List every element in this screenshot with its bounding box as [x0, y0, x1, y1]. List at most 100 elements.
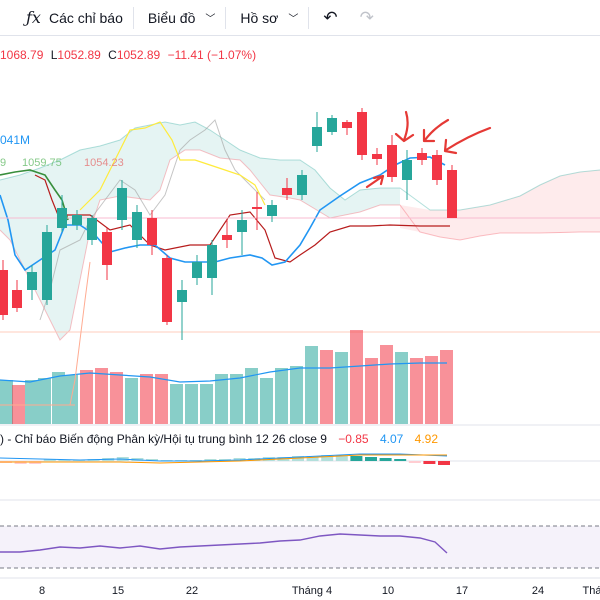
volume-bar — [95, 368, 108, 424]
candle-body — [312, 127, 322, 146]
macd-histogram-bar — [350, 456, 363, 461]
macd-value-2: 4.07 — [379, 432, 404, 446]
rsi-line — [0, 533, 448, 554]
macd-histogram-bar — [306, 456, 319, 461]
arrow-annotation — [443, 126, 492, 155]
candle-body — [117, 188, 127, 220]
toolbar-divider — [132, 6, 134, 29]
macd-histogram-bar — [321, 455, 334, 461]
macd-histogram-bar — [379, 458, 392, 461]
candle-body — [237, 220, 247, 232]
candle-body — [342, 122, 352, 128]
volume-bar — [230, 374, 243, 424]
chart-type-button[interactable]: Biểu đồ ﹀ — [134, 0, 225, 36]
macd-value-3: 4.92 — [414, 432, 438, 446]
ohlc-close: 1052.89 — [116, 48, 161, 62]
redo-icon: ↷ — [359, 7, 374, 27]
ohlc-close-key: C — [108, 48, 117, 62]
x-axis-tick-label: Tháng 4 — [292, 585, 332, 597]
arrow-annotation — [422, 118, 450, 143]
x-axis-ticks: 8 15 22 Tháng 4 10 17 24 Thá — [39, 585, 600, 597]
candle-body — [327, 118, 337, 132]
macd-histogram-bar — [423, 461, 436, 464]
volume-bar — [425, 356, 438, 424]
candle-body — [222, 235, 232, 240]
volume-bar — [320, 350, 333, 424]
ichimoku-cloud-red — [400, 170, 600, 240]
candle-body — [207, 245, 217, 278]
undo-button[interactable]: ↶ — [309, 0, 351, 36]
macd-legend: ) - Chỉ báo Biến động Phân kỳ/Hội tụ tru… — [0, 432, 438, 446]
macd-histogram-bar — [438, 461, 450, 465]
candle-body — [267, 205, 277, 216]
senkou-b-line — [0, 149, 600, 341]
volume-series — [0, 330, 453, 424]
volume-bar — [0, 380, 13, 424]
macd-signal-line — [0, 454, 447, 464]
chevron-down-icon: ﹀ — [205, 14, 216, 25]
volume-bar — [350, 330, 363, 424]
macd-value-1: −0.85 — [338, 432, 369, 446]
candle-body — [252, 207, 262, 209]
volume-bar — [395, 352, 408, 424]
ichimoku-a-label: 1059.75 — [22, 157, 62, 169]
profile-button[interactable]: Hồ sơ ﹀ — [226, 0, 308, 36]
x-axis-tick-label: 10 — [382, 585, 394, 597]
ichimoku-b-label: 1054.23 — [84, 157, 124, 169]
macd-histogram-bar — [43, 459, 56, 461]
arrow-annotation — [394, 110, 415, 143]
volume-bar — [215, 374, 228, 424]
macd-histogram-bar — [73, 460, 85, 461]
yellow-line — [79, 121, 266, 211]
ohlc-low-key: L — [50, 48, 58, 62]
undo-icon: ↶ — [323, 7, 338, 27]
candle-body — [447, 170, 457, 218]
volume-legend-text: 041M — [0, 133, 30, 147]
volume-bar — [38, 378, 51, 424]
volume-bar — [125, 378, 138, 424]
macd-histogram-bar — [204, 459, 217, 461]
top-toolbar: ƒx Các chỉ báo Biểu đồ ﹀ Hồ sơ ﹀ ↶ ↷ — [0, 0, 600, 36]
candle-body — [192, 262, 202, 278]
chikou-span-line — [39, 119, 266, 321]
candle-body — [42, 232, 52, 300]
volume-bar — [440, 350, 453, 424]
ichimoku-prefix: 9 — [0, 157, 6, 169]
candle-body — [417, 153, 427, 160]
candle-body — [57, 208, 67, 228]
candle-body — [297, 175, 307, 195]
ohlc-low: 1052.89 — [57, 48, 101, 62]
macd-histogram-bar — [335, 455, 348, 461]
candle-body — [147, 218, 157, 245]
x-axis-tick-label: 8 — [39, 585, 45, 597]
macd-title: ) - Chỉ báo Biến động Phân kỳ/Hội tụ tru… — [0, 432, 327, 446]
macd-histogram-bar — [365, 457, 377, 461]
rsi-band — [0, 526, 600, 568]
toolbar-divider — [308, 6, 310, 29]
candle-body — [12, 290, 22, 308]
volume-bar — [25, 380, 38, 424]
volume-bar — [80, 370, 93, 424]
volume-bar — [290, 366, 303, 424]
volume-bar — [245, 368, 258, 424]
volume-bar — [380, 345, 393, 424]
x-axis-tick-label: 17 — [456, 585, 468, 597]
candle-body — [432, 155, 442, 180]
volume-bar — [155, 374, 168, 424]
candle-body — [72, 215, 82, 225]
x-axis-tick-label: 22 — [186, 585, 198, 597]
volume-bar — [185, 384, 198, 424]
macd-histogram-bar — [146, 459, 158, 461]
volume-bar — [110, 372, 123, 424]
ohlc-legend: 1068.79 L1052.89 C1052.89 −11.41 (−1.07%… — [0, 48, 256, 62]
candle-body — [87, 218, 97, 240]
chikou-low-line — [0, 261, 91, 406]
annotation-arrows — [365, 110, 492, 189]
volume-bar — [335, 352, 348, 424]
redo-button[interactable]: ↷ — [352, 0, 382, 36]
macd-histogram-bar — [394, 459, 407, 461]
profile-label: Hồ sơ — [240, 9, 279, 26]
indicators-button[interactable]: ƒx Các chỉ báo — [0, 0, 133, 36]
volume-bar — [305, 346, 318, 424]
